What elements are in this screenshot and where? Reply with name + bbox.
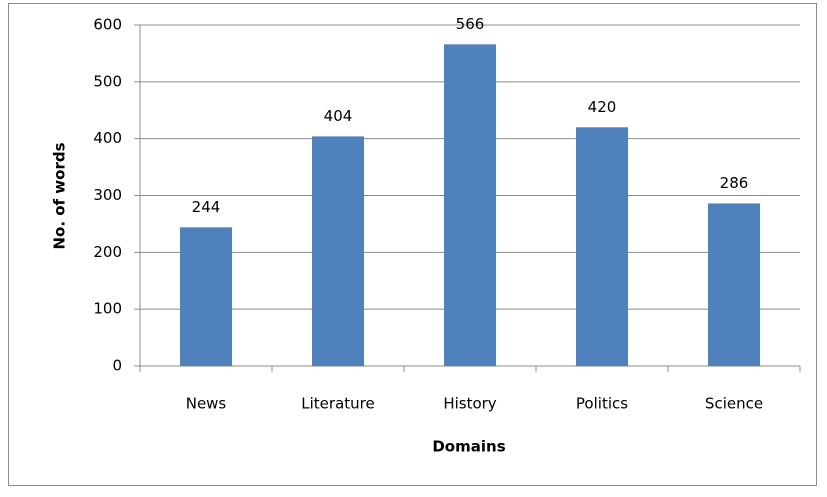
- y-tick-label: 200: [93, 243, 122, 261]
- y-tick-label: 0: [112, 357, 122, 375]
- y-axis-label: No. of words: [51, 142, 69, 249]
- y-tick-label: 600: [93, 16, 122, 34]
- bar: [708, 203, 760, 366]
- y-tick-label: 500: [93, 72, 122, 90]
- x-tick-label: Literature: [301, 395, 374, 413]
- data-label: 420: [588, 98, 617, 116]
- bar: [444, 44, 496, 366]
- bar: [576, 127, 628, 366]
- x-tick-label: Politics: [576, 395, 628, 413]
- x-axis-label: Domains: [432, 438, 505, 456]
- bar: [180, 227, 232, 366]
- bar: [312, 136, 364, 366]
- x-tick-label: Science: [705, 395, 763, 413]
- chart-border: [8, 3, 817, 486]
- data-label: 566: [456, 15, 485, 33]
- x-tick-label: News: [186, 395, 227, 413]
- y-tick-label: 400: [93, 129, 122, 147]
- data-label: 244: [192, 198, 221, 216]
- data-label: 286: [720, 174, 749, 192]
- y-tick-label: 300: [93, 186, 122, 204]
- y-tick-label: 100: [93, 300, 122, 318]
- x-tick-label: History: [443, 395, 496, 413]
- data-label: 404: [324, 107, 353, 125]
